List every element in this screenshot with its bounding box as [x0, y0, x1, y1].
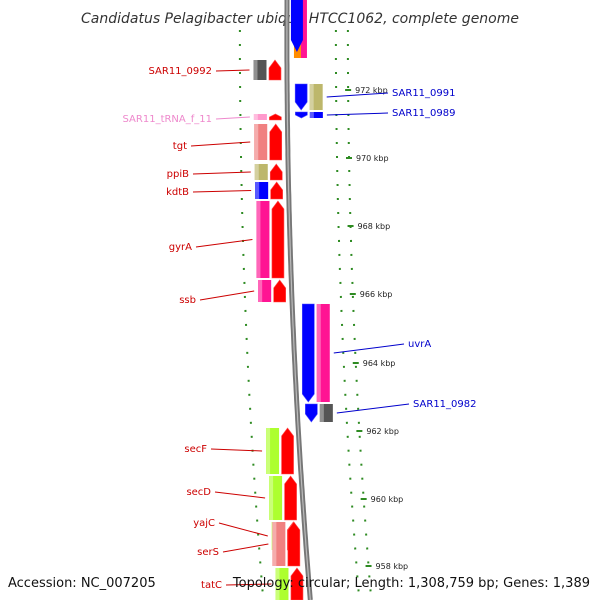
gene-leader-line — [195, 239, 253, 248]
gene-arrow[interactable] — [269, 113, 282, 121]
gene-label[interactable]: gyrA — [169, 242, 192, 253]
gene-label[interactable]: uvrA — [408, 339, 431, 350]
genome-summary-text: Topology: circular; Length: 1,308,759 bp… — [232, 576, 590, 591]
gene-label[interactable]: tgt — [173, 141, 187, 152]
gene-leader-line — [326, 92, 389, 98]
forward-gene[interactable]: gyrA — [169, 200, 285, 279]
forward-gene[interactable]: SAR11_tRNA_f_11 — [123, 113, 282, 125]
gene-leader-line — [222, 543, 269, 553]
gene-leader-line — [214, 491, 266, 499]
forward-gene[interactable]: ppiB — [167, 163, 283, 181]
ruler-tick-label: 972 kbp — [355, 86, 388, 95]
reverse-gene[interactable]: SAR11_0982 — [305, 399, 477, 423]
gene-label[interactable]: serS — [197, 547, 219, 558]
gene-leader-line — [326, 112, 389, 116]
gene-leader-line — [199, 290, 255, 301]
gene-category-highlight — [309, 84, 314, 110]
partial-gene-arrow — [290, 0, 303, 52]
gene-category-highlight — [253, 60, 258, 80]
reverse-gene[interactable]: uvrA — [301, 303, 431, 403]
gene-arrow[interactable] — [270, 181, 283, 200]
gene-label[interactable]: ppiB — [167, 169, 189, 180]
reverse-gene[interactable]: SAR11_0989 — [295, 108, 456, 119]
gene-label[interactable]: ssb — [179, 295, 196, 306]
genome-backbone-highlight — [286, 0, 311, 600]
gene-category-highlight — [254, 164, 259, 180]
partial-gene-block — [300, 0, 307, 58]
gene-arrow[interactable] — [305, 403, 318, 423]
gene-leader-line — [215, 69, 250, 72]
gene-arrow[interactable] — [273, 279, 286, 303]
gene-arrow[interactable] — [269, 123, 283, 161]
ruler-tick-label: 970 kbp — [356, 154, 389, 163]
gene-category-highlight — [272, 522, 277, 566]
gene-category-highlight — [319, 404, 324, 422]
gene-leader-line — [192, 171, 251, 175]
gene-label[interactable]: secD — [186, 487, 211, 498]
gene-leader-line — [190, 141, 251, 147]
gene-label[interactable]: SAR11_0989 — [392, 108, 456, 119]
gene-label[interactable]: SAR11_0982 — [413, 399, 477, 410]
gene-label[interactable]: SAR11_0991 — [392, 88, 456, 99]
gene-label[interactable]: secF — [184, 444, 207, 455]
gene-label[interactable]: yajC — [193, 518, 215, 529]
gene-arrow[interactable] — [284, 475, 297, 521]
gene-arrow[interactable] — [290, 567, 304, 600]
gene-category-block[interactable] — [309, 112, 323, 118]
gene-arrow[interactable] — [294, 83, 308, 111]
gene-category-highlight — [269, 476, 274, 520]
gene-category-highlight — [253, 114, 258, 120]
gene-label[interactable]: SAR11_tRNA_f_11 — [123, 114, 212, 125]
forward-gene[interactable]: tgt — [173, 123, 283, 161]
gene-leader-line — [210, 448, 263, 452]
gene-leader-line — [336, 403, 410, 414]
gene-leader-line — [225, 583, 272, 586]
forward-gene[interactable]: kdtB — [166, 181, 283, 200]
gene-leader-line — [333, 343, 405, 354]
ruler-tick-label: 960 kbp — [371, 495, 404, 504]
ruler-tick-label: 962 kbp — [366, 427, 399, 436]
forward-gene[interactable]: serS — [197, 521, 301, 567]
gene-category-highlight — [309, 112, 314, 118]
ruler-tick-label: 968 kbp — [358, 222, 391, 231]
gene-leader-line — [218, 522, 268, 537]
ruler-tick-label: 958 kbp — [376, 562, 409, 571]
forward-gene[interactable]: SAR11_0992 — [149, 59, 282, 81]
gene-arrow[interactable] — [301, 303, 315, 403]
gene-category-highlight — [254, 124, 259, 160]
accession-text: Accession: NC_007205 — [8, 576, 156, 591]
gene-leader-line — [215, 116, 250, 120]
gene-label[interactable]: tatC — [201, 580, 222, 591]
gene-label[interactable]: SAR11_0992 — [149, 66, 213, 77]
gene-label[interactable]: kdtB — [166, 187, 189, 198]
reverse-gene[interactable]: SAR11_0991 — [294, 83, 456, 111]
forward-gene[interactable]: ssb — [179, 279, 286, 306]
gene-arrow[interactable] — [295, 111, 308, 119]
forward-gene[interactable]: secD — [186, 475, 297, 521]
gene-category-highlight — [258, 280, 263, 302]
gene-category-block[interactable] — [253, 114, 267, 120]
gene-arrow[interactable] — [271, 200, 285, 279]
gene-arrow[interactable] — [287, 521, 301, 567]
ruler-tick-label: 966 kbp — [360, 290, 393, 299]
gene-category-highlight — [316, 304, 321, 402]
gene-category-highlight — [256, 201, 261, 278]
gene-arrow[interactable] — [268, 59, 282, 81]
ruler-track-outline — [346, 30, 373, 600]
gene-category-highlight — [266, 428, 271, 474]
gene-arrow[interactable] — [281, 427, 294, 475]
genome-map: 972 kbp 970 kbp 968 kbp 966 kbp 964 kbp 962 k… — [123, 0, 477, 600]
forward-gene[interactable]: secF — [184, 427, 294, 475]
forward-gene[interactable]: tatC — [201, 567, 304, 600]
gene-arrow[interactable] — [269, 163, 283, 181]
gene-leader-line — [192, 190, 252, 193]
gene-category-highlight — [275, 568, 280, 600]
ruler-tick-label: 964 kbp — [363, 359, 396, 368]
gene-category-highlight — [255, 182, 260, 199]
